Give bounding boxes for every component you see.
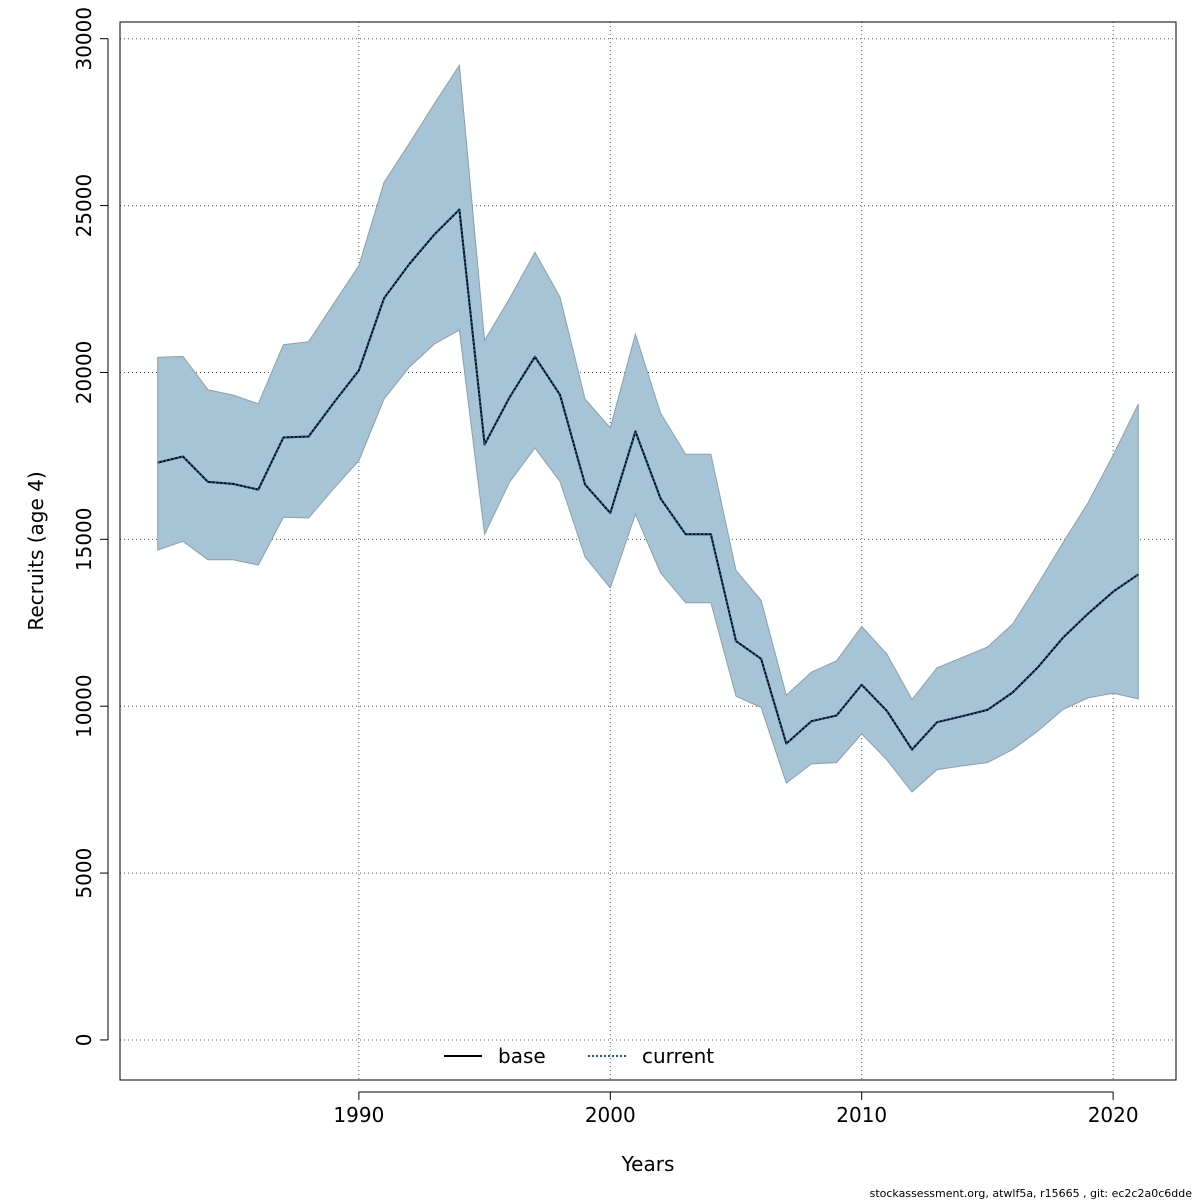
legend-label-base: base: [498, 1044, 546, 1068]
y-tick-label-5000: 5000: [72, 848, 96, 899]
plot-frame: [119, 21, 1177, 1081]
legend-label-current: current: [642, 1044, 714, 1068]
x-tick-label-2000: 2000: [585, 1103, 636, 1127]
x-tick-label-2010: 2010: [836, 1103, 887, 1127]
series-layer: [157, 208, 1139, 751]
y-tick-label-15000: 15000: [72, 507, 96, 571]
y-tick-label-30000: 30000: [72, 7, 96, 71]
legend: base current: [444, 1044, 714, 1068]
series-line-current: [157, 208, 1139, 751]
y-tick-label-0: 0: [72, 1034, 96, 1047]
x-tick-label-2020: 2020: [1088, 1103, 1139, 1127]
x-axis-title: Years: [621, 1152, 675, 1176]
confidence-band-layer: [157, 63, 1139, 793]
x-axis: 1990 2000 2010 2020: [333, 1091, 1139, 1127]
grid-lines: [120, 22, 1176, 1080]
y-axis-title: Recruits (age 4): [24, 471, 48, 630]
confidence-band: [157, 63, 1139, 793]
footer-credit: stockassessment.org, atwlf5a, r15665 , g…: [870, 1187, 1193, 1200]
x-tick-label-1990: 1990: [333, 1103, 384, 1127]
y-tick-label-25000: 25000: [72, 174, 96, 238]
y-tick-label-10000: 10000: [72, 674, 96, 738]
y-tick-label-20000: 20000: [72, 341, 96, 405]
y-axis: 0 5000 10000 15000 20000 25000 30000: [72, 7, 109, 1047]
